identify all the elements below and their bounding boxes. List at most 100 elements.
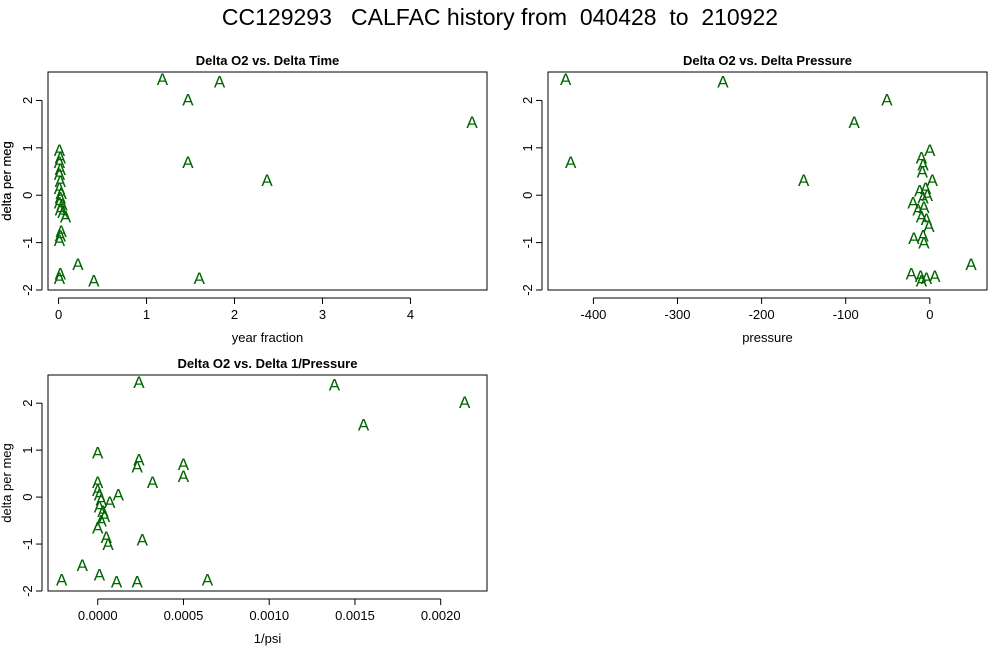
data-point: A: [918, 234, 930, 253]
data-point: A: [54, 153, 66, 172]
data-point: A: [56, 184, 68, 203]
data-point: A: [94, 486, 106, 505]
page-title: CC129293 CALFAC history from 040428 to 2…: [221, 4, 779, 30]
x-tick-label: -200: [749, 307, 775, 322]
data-point: A: [94, 497, 106, 516]
data-point: A: [917, 163, 929, 182]
x-axis-label: pressure: [742, 330, 793, 345]
x-tick-label: 2: [231, 307, 238, 322]
data-point: A: [95, 512, 107, 531]
y-tick-label: -2: [20, 585, 35, 597]
data-point: A: [113, 486, 125, 505]
panel-title: Delta O2 vs. Delta Time: [196, 53, 340, 68]
data-point: A: [92, 443, 104, 462]
data-point: A: [914, 181, 926, 200]
data-point: A: [55, 227, 67, 246]
data-point: A: [77, 556, 89, 575]
data-point: A: [182, 153, 194, 172]
y-axis-label: delta per meg: [0, 141, 14, 221]
data-point: A: [133, 451, 145, 470]
data-point: A: [92, 519, 104, 538]
data-point: A: [329, 375, 341, 394]
y-tick-label: 0: [520, 192, 535, 199]
data-point: A: [54, 179, 66, 198]
plot-frame: [47, 374, 488, 592]
data-point: A: [881, 90, 893, 109]
data-point: A: [55, 160, 67, 179]
data-point: A: [95, 490, 107, 509]
data-point: A: [111, 573, 123, 592]
data-point: A: [917, 227, 929, 246]
x-tick-label: 3: [319, 307, 326, 322]
y-tick-label: 1: [20, 447, 35, 454]
data-point: A: [182, 90, 194, 109]
data-point: A: [56, 570, 68, 589]
x-tick-label: 0.0020: [421, 608, 461, 623]
data-point: A: [133, 373, 145, 392]
y-axis-label: delta per meg: [0, 443, 14, 523]
data-point: A: [92, 473, 104, 492]
x-tick-label: 0: [926, 307, 933, 322]
data-point: A: [97, 502, 109, 521]
y-tick-label: -2: [520, 284, 535, 296]
data-point: A: [178, 467, 190, 486]
data-point: A: [920, 179, 932, 198]
data-point: A: [921, 210, 933, 229]
data-point: A: [55, 189, 67, 208]
y-tick-label: -1: [20, 538, 35, 550]
x-tick-label: 4: [407, 307, 414, 322]
data-point: A: [202, 570, 214, 589]
y-tick-label: 2: [20, 97, 35, 104]
x-tick-label: 1: [143, 307, 150, 322]
y-axis-label: delta per meg: [0, 141, 14, 221]
data-point: A: [147, 473, 159, 492]
x-tick-label: 0.0010: [249, 608, 289, 623]
data-point: A: [921, 269, 933, 288]
y-tick-label: -2: [20, 284, 35, 296]
data-point: A: [55, 200, 67, 219]
data-point: A: [56, 196, 68, 215]
data-point: A: [132, 573, 144, 592]
data-point: A: [798, 171, 810, 190]
data-point: A: [915, 267, 927, 286]
data-point: A: [137, 530, 149, 549]
plot-frame: [47, 71, 488, 291]
x-tick-label: 0.0000: [78, 608, 118, 623]
data-point: A: [101, 528, 113, 547]
data-point: A: [459, 393, 471, 412]
data-point: A: [916, 272, 928, 291]
data-point: A: [55, 148, 67, 167]
x-tick-label: 0.0015: [335, 608, 375, 623]
data-point: A: [917, 189, 929, 208]
data-point: A: [912, 200, 924, 219]
plot-frame: [547, 71, 988, 291]
y-tick-label: -1: [20, 237, 35, 249]
data-point: A: [927, 171, 939, 190]
data-point: A: [918, 198, 930, 217]
data-point: A: [906, 264, 918, 283]
data-point: A: [908, 229, 920, 248]
data-point: A: [94, 566, 106, 585]
x-axis-label: year fraction: [232, 330, 304, 345]
x-tick-label: -300: [664, 307, 690, 322]
data-point: A: [55, 172, 67, 191]
data-point: A: [907, 193, 919, 212]
y-tick-label: 2: [520, 97, 535, 104]
y-tick-label: 2: [20, 400, 35, 407]
x-tick-label: 0: [55, 307, 62, 322]
data-point: A: [466, 113, 478, 132]
data-point: A: [358, 415, 370, 434]
data-point: A: [923, 217, 935, 236]
y-tick-label: 0: [20, 192, 35, 199]
data-point: A: [560, 70, 572, 89]
data-point: A: [178, 455, 190, 474]
data-point: A: [92, 481, 104, 500]
data-point: A: [60, 208, 72, 227]
x-tick-label: -400: [580, 307, 606, 322]
data-point: A: [102, 535, 114, 554]
data-point: A: [54, 269, 66, 288]
data-point: A: [848, 113, 860, 132]
data-point: A: [54, 141, 66, 160]
data-point: A: [261, 171, 273, 190]
